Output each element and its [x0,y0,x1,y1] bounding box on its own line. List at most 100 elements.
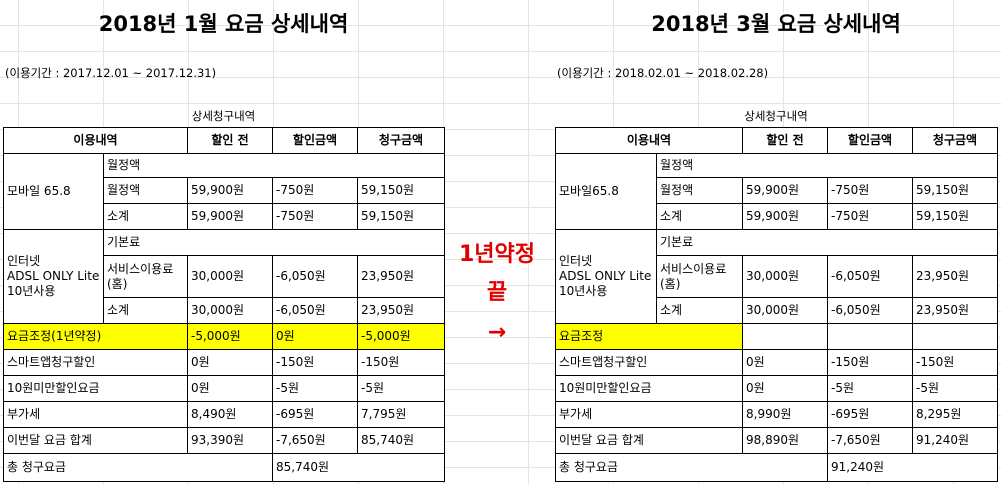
amount-cell: 0원 [187,349,273,376]
amount-cell: -750원 [827,203,913,230]
period: (이용기간 : 2017.12.01 ~ 2017.12.31) [5,66,217,80]
amount-cell: -6,050원 [272,297,358,324]
group-label-line: 모바일 65.8 [7,184,71,198]
header-cell: 할인금액 [272,127,358,154]
amount-cell: -695원 [272,401,358,428]
amount-cell [912,323,998,350]
amount-cell: 0원 [187,375,273,402]
note-line1: 1년약정 [458,242,536,267]
amount-cell: 59,900원 [742,203,828,230]
group-label-line: ADSL ONLY Lite [559,269,652,283]
item-cell: 스마트앱청구할인 [3,349,188,376]
amount-cell: 23,950원 [912,297,998,324]
amount-cell: -5,000원 [357,323,445,350]
amount-cell: 30,000원 [742,297,828,324]
group-label: 인터넷 ADSL ONLY Lite 10년사용 [555,229,657,324]
amount-cell: 91,240원 [912,427,998,454]
group-label-line: 인터넷 [7,254,41,268]
amount-cell: 59,150원 [912,177,998,204]
total-label: 총 청구요금 [555,453,828,482]
amount-cell: -150원 [912,349,998,376]
group-label-line: 모바일65.8 [559,184,619,198]
amount-cell: 59,900원 [187,203,273,230]
amount-cell: 30,000원 [187,297,273,324]
amount-cell: -6,050원 [272,255,358,298]
item-cell: 부가세 [3,401,188,428]
item-cell: 요금조정 [555,323,743,350]
item-cell: 소계 [656,297,743,324]
amount-cell: 85,740원 [357,427,445,454]
amount-cell: 30,000원 [187,255,273,298]
group-label-line: ADSL ONLY Lite [7,269,100,283]
amount-cell: -5원 [272,375,358,402]
header-cell: 이용내역 [3,127,188,154]
total-amount: 85,740원 [272,453,445,482]
amount-cell: 0원 [272,323,358,350]
table-title: 2018년 1월 요금 상세내역 [98,12,349,36]
amount-cell: -6,050원 [827,297,913,324]
amount-cell: 0원 [742,349,828,376]
amount-cell: -5,000원 [187,323,273,350]
amount-cell: -150원 [272,349,358,376]
amount-cell: -5원 [357,375,445,402]
amount-cell: 93,390원 [187,427,273,454]
amount-cell [742,323,828,350]
item-cell: 월정액 [103,177,188,204]
sub-heading: 기본료 [103,229,445,256]
caption: 상세청구내역 [744,109,808,123]
item-cell: 서비스이용료(홈) [656,255,743,298]
amount-cell: 98,890원 [742,427,828,454]
group-label: 모바일 65.8 [3,153,104,230]
amount-cell: 59,150원 [357,203,445,230]
item-cell: 소계 [103,297,188,324]
header-cell: 할인 전 [187,127,273,154]
item-cell: 이번달 요금 합계 [3,427,188,454]
caption: 상세청구내역 [191,109,256,123]
table-title: 2018년 3월 요금 상세내역 [651,12,901,36]
amount-cell: -7,650원 [827,427,913,454]
amount-cell [827,323,913,350]
sub-heading: 기본료 [656,229,998,256]
item-cell: 10원미만할인요금 [3,375,188,402]
amount-cell: 59,900원 [742,177,828,204]
item-cell: 요금조정(1년약정) [3,323,188,350]
amount-cell: 59,900원 [187,177,273,204]
amount-cell: 59,150원 [357,177,445,204]
amount-cell: 0원 [742,375,828,402]
amount-cell: -750원 [272,177,358,204]
amount-cell: -750원 [272,203,358,230]
amount-cell: -5원 [827,375,913,402]
amount-cell: 7,795원 [357,401,445,428]
note-line2: 끝 [486,280,508,305]
total-label: 총 청구요금 [3,453,273,482]
group-label-line: 10년사용 [559,284,608,298]
group-label: 모바일65.8 [555,153,657,230]
amount-cell: 30,000원 [742,255,828,298]
amount-cell: -750원 [827,177,913,204]
total-amount: 91,240원 [827,453,998,482]
header-cell: 할인 전 [742,127,828,154]
item-cell: 부가세 [555,401,743,428]
header-cell: 청구금액 [912,127,998,154]
group-label-line: 10년사용 [7,284,56,298]
group-label-line: 인터넷 [559,254,593,268]
item-cell: 서비스이용료(홈) [103,255,188,298]
amount-cell: 23,950원 [357,297,445,324]
amount-cell: 8,490원 [187,401,273,428]
sub-heading: 월정액 [656,153,998,178]
header-cell: 청구금액 [357,127,445,154]
amount-cell: -6,050원 [827,255,913,298]
amount-cell: -5원 [912,375,998,402]
sub-heading: 월정액 [103,153,445,178]
item-cell: 10원미만할인요금 [555,375,743,402]
item-cell: 소계 [656,203,743,230]
item-cell: 이번달 요금 합계 [555,427,743,454]
item-cell: 월정액 [656,177,743,204]
group-label: 인터넷 ADSL ONLY Lite 10년사용 [3,229,104,324]
note-arrow: → [487,320,507,345]
amount-cell: -7,650원 [272,427,358,454]
item-cell: 소계 [103,203,188,230]
header-cell: 할인금액 [827,127,913,154]
amount-cell: 23,950원 [912,255,998,298]
